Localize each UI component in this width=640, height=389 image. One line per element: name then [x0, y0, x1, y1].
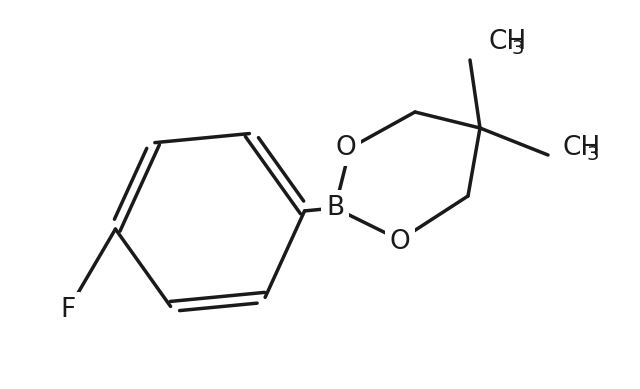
Text: 3: 3: [586, 145, 599, 164]
Text: CH: CH: [488, 29, 526, 55]
Text: O: O: [335, 135, 356, 161]
Text: F: F: [60, 297, 76, 323]
Text: CH: CH: [563, 135, 601, 161]
Text: B: B: [326, 195, 344, 221]
Text: O: O: [390, 229, 410, 255]
Text: 3: 3: [511, 39, 524, 58]
